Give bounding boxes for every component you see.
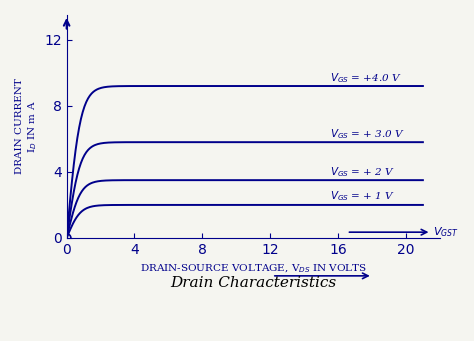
Text: $V_{GS}$ = +4.0 V: $V_{GS}$ = +4.0 V bbox=[329, 71, 401, 85]
Title: Drain Characteristics: Drain Characteristics bbox=[170, 276, 337, 290]
X-axis label: DRAIN-SOURCE VOLTAGE, V$_{DS}$ IN VOLTS: DRAIN-SOURCE VOLTAGE, V$_{DS}$ IN VOLTS bbox=[140, 262, 367, 275]
Text: $V_{GS}$ = + 2 V: $V_{GS}$ = + 2 V bbox=[329, 165, 395, 179]
Text: $V_{GST}$: $V_{GST}$ bbox=[433, 225, 459, 239]
Y-axis label: DRAIN CURRENT
I$_D$ IN m A: DRAIN CURRENT I$_D$ IN m A bbox=[15, 78, 38, 174]
Text: $V_{GS}$ = + 1 V: $V_{GS}$ = + 1 V bbox=[329, 189, 395, 203]
Text: $V_{GS}$ = + 3.0 V: $V_{GS}$ = + 3.0 V bbox=[329, 127, 405, 141]
